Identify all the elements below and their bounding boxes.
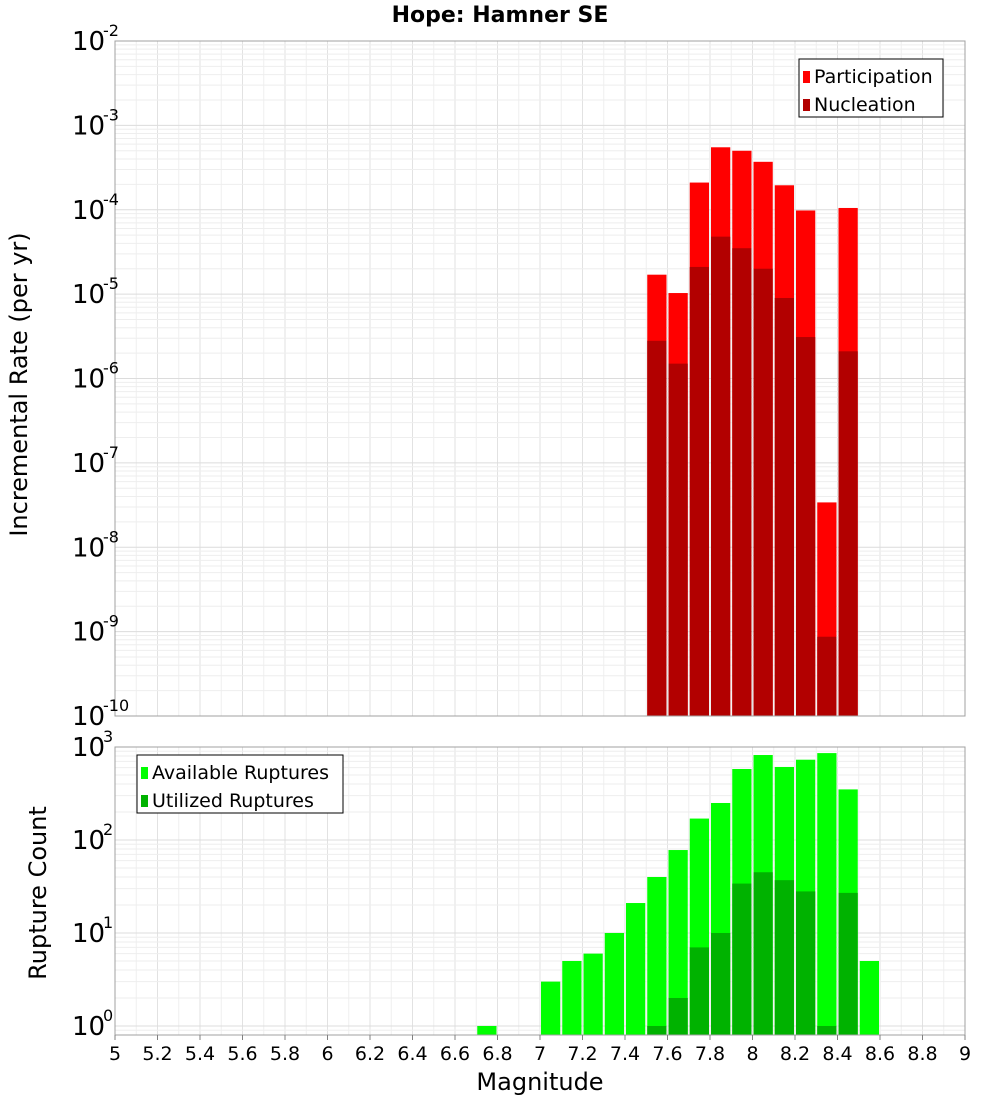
top-plot-bar-nucleation <box>817 636 837 716</box>
bottom-plot-bar-available-ruptures <box>668 850 688 1035</box>
top-plot-ytick-base: 10 <box>72 618 105 648</box>
bottom-plot-ytick-exp: 0 <box>103 1006 113 1025</box>
bottom-plot-bar-utilized-ruptures <box>711 932 731 1035</box>
x-tick-label: 7.8 <box>695 1043 725 1065</box>
x-tick-label: 7.2 <box>567 1043 597 1065</box>
x-tick-label: 6.8 <box>482 1043 512 1065</box>
top-plot-ytick-exp: -4 <box>103 190 119 209</box>
top-plot-legend-label: Nucleation <box>814 94 916 116</box>
bottom-plot-bar-utilized-ruptures <box>647 1025 667 1035</box>
bottom-plot-bar-utilized-ruptures <box>796 891 816 1035</box>
bottom-plot-bar-available-ruptures <box>583 953 603 1035</box>
bottom-plot-ytick-base: 10 <box>72 1012 105 1042</box>
x-tick-label: 6 <box>321 1043 333 1065</box>
bottom-plot-ytick-exp: 1 <box>103 913 113 932</box>
bottom-plot-bar-available-ruptures <box>541 981 561 1035</box>
top-plot-bar-nucleation <box>689 266 709 716</box>
bottom-plot-ytick-exp: 3 <box>103 727 113 746</box>
x-tick-label: 5.2 <box>142 1043 172 1065</box>
bottom-plot-ytick-base: 10 <box>72 733 105 763</box>
x-axis-label: Magnitude <box>476 1068 603 1096</box>
top-plot-legend-box <box>798 58 944 118</box>
x-tick-label: 9 <box>959 1043 971 1065</box>
bottom-plot-legend-box <box>136 754 344 814</box>
bottom-plot-legend-swatch <box>141 767 148 779</box>
x-tick-label: 8.8 <box>907 1043 937 1065</box>
top-plot-ytick-exp: -2 <box>103 21 119 40</box>
top-plot-ytick-base: 10 <box>72 702 105 732</box>
top-plot-ytick-exp: -8 <box>103 527 119 546</box>
x-tick-label: 5.8 <box>270 1043 300 1065</box>
top-plot-bar-nucleation <box>796 337 816 716</box>
bottom-plot-ytick-exp: 2 <box>103 820 113 839</box>
bottom-plot-bar-available-ruptures <box>859 960 879 1035</box>
top-plot-ytick-exp: -7 <box>103 443 119 462</box>
bottom-plot-bar-utilized-ruptures <box>689 947 709 1035</box>
x-tick-label: 8.6 <box>865 1043 895 1065</box>
bottom-plot-legend-label: Utilized Ruptures <box>152 790 314 812</box>
x-tick-label: 7.6 <box>652 1043 682 1065</box>
top-plot-frame <box>114 40 966 717</box>
bottom-plot-bar-available-ruptures <box>604 932 624 1035</box>
x-tick-label: 6.2 <box>355 1043 385 1065</box>
x-tick-label: 5 <box>109 1043 121 1065</box>
top-plot-ytick-base: 10 <box>72 449 105 479</box>
top-y-axis-label: Incremental Rate (per yr) <box>5 232 33 536</box>
top-plot-ytick-exp: -5 <box>103 274 119 293</box>
top-plot-legend-swatch <box>803 71 810 83</box>
bottom-plot-bar-utilized-ruptures <box>753 872 773 1035</box>
x-tick-label: 8 <box>746 1043 758 1065</box>
top-plot-ytick-base: 10 <box>72 196 105 226</box>
top-plot-ytick-exp: -10 <box>103 696 129 715</box>
bottom-plot-bar-utilized-ruptures <box>732 883 752 1035</box>
top-plot-bar-nucleation <box>753 268 773 716</box>
x-tick-label: 5.4 <box>185 1043 215 1065</box>
bottom-plot-bar-available-ruptures <box>477 1025 497 1035</box>
top-plot-ytick-base: 10 <box>72 533 105 563</box>
bottom-plot-bar-utilized-ruptures <box>817 1025 837 1035</box>
top-plot-bar-nucleation <box>774 297 794 716</box>
bottom-plot-bar-utilized-ruptures <box>774 880 794 1035</box>
bottom-plot-bar-available-ruptures <box>647 877 667 1035</box>
bottom-plot-bar-utilized-ruptures <box>668 997 688 1035</box>
x-tick-label: 7.4 <box>610 1043 640 1065</box>
top-plot-ytick-exp: -6 <box>103 359 119 378</box>
top-plot-legend-label: Participation <box>814 66 933 88</box>
bottom-plot-bar-available-ruptures <box>626 903 646 1035</box>
top-plot-ytick-base: 10 <box>72 280 105 310</box>
top-plot-bar-nucleation <box>732 248 752 717</box>
top-plot-bar-nucleation <box>647 340 667 716</box>
top-plot-ytick-exp: -3 <box>103 105 119 124</box>
chart-title: Hope: Hamner SE <box>392 3 609 28</box>
x-tick-label: 8.2 <box>780 1043 810 1065</box>
top-plot-bar-nucleation <box>668 363 688 716</box>
top-plot-legend-swatch <box>803 99 810 111</box>
bottom-y-axis-label: Rupture Count <box>24 806 52 980</box>
bottom-plot-bar-available-ruptures <box>562 960 582 1035</box>
bottom-plot-ytick-base: 10 <box>72 919 105 949</box>
top-plot-ytick-base: 10 <box>72 365 105 395</box>
x-tick-label: 6.4 <box>397 1043 427 1065</box>
bottom-plot-bar-available-ruptures <box>817 753 837 1035</box>
x-tick-label: 8.4 <box>822 1043 852 1065</box>
x-tick-label: 7 <box>534 1043 546 1065</box>
bottom-plot-ytick-base: 10 <box>72 826 105 856</box>
top-plot-ytick-base: 10 <box>72 111 105 141</box>
x-tick-label: 6.6 <box>440 1043 470 1065</box>
top-plot-bar-nucleation <box>838 351 858 716</box>
bottom-plot-legend-label: Available Ruptures <box>152 762 329 784</box>
top-plot-ytick-exp: -9 <box>103 612 119 631</box>
bottom-plot-legend-swatch <box>141 795 148 807</box>
top-plot-ytick-base: 10 <box>72 27 105 57</box>
bottom-plot-bar-utilized-ruptures <box>838 892 858 1035</box>
x-tick-label: 5.6 <box>227 1043 257 1065</box>
top-plot-bar-nucleation <box>711 236 731 716</box>
